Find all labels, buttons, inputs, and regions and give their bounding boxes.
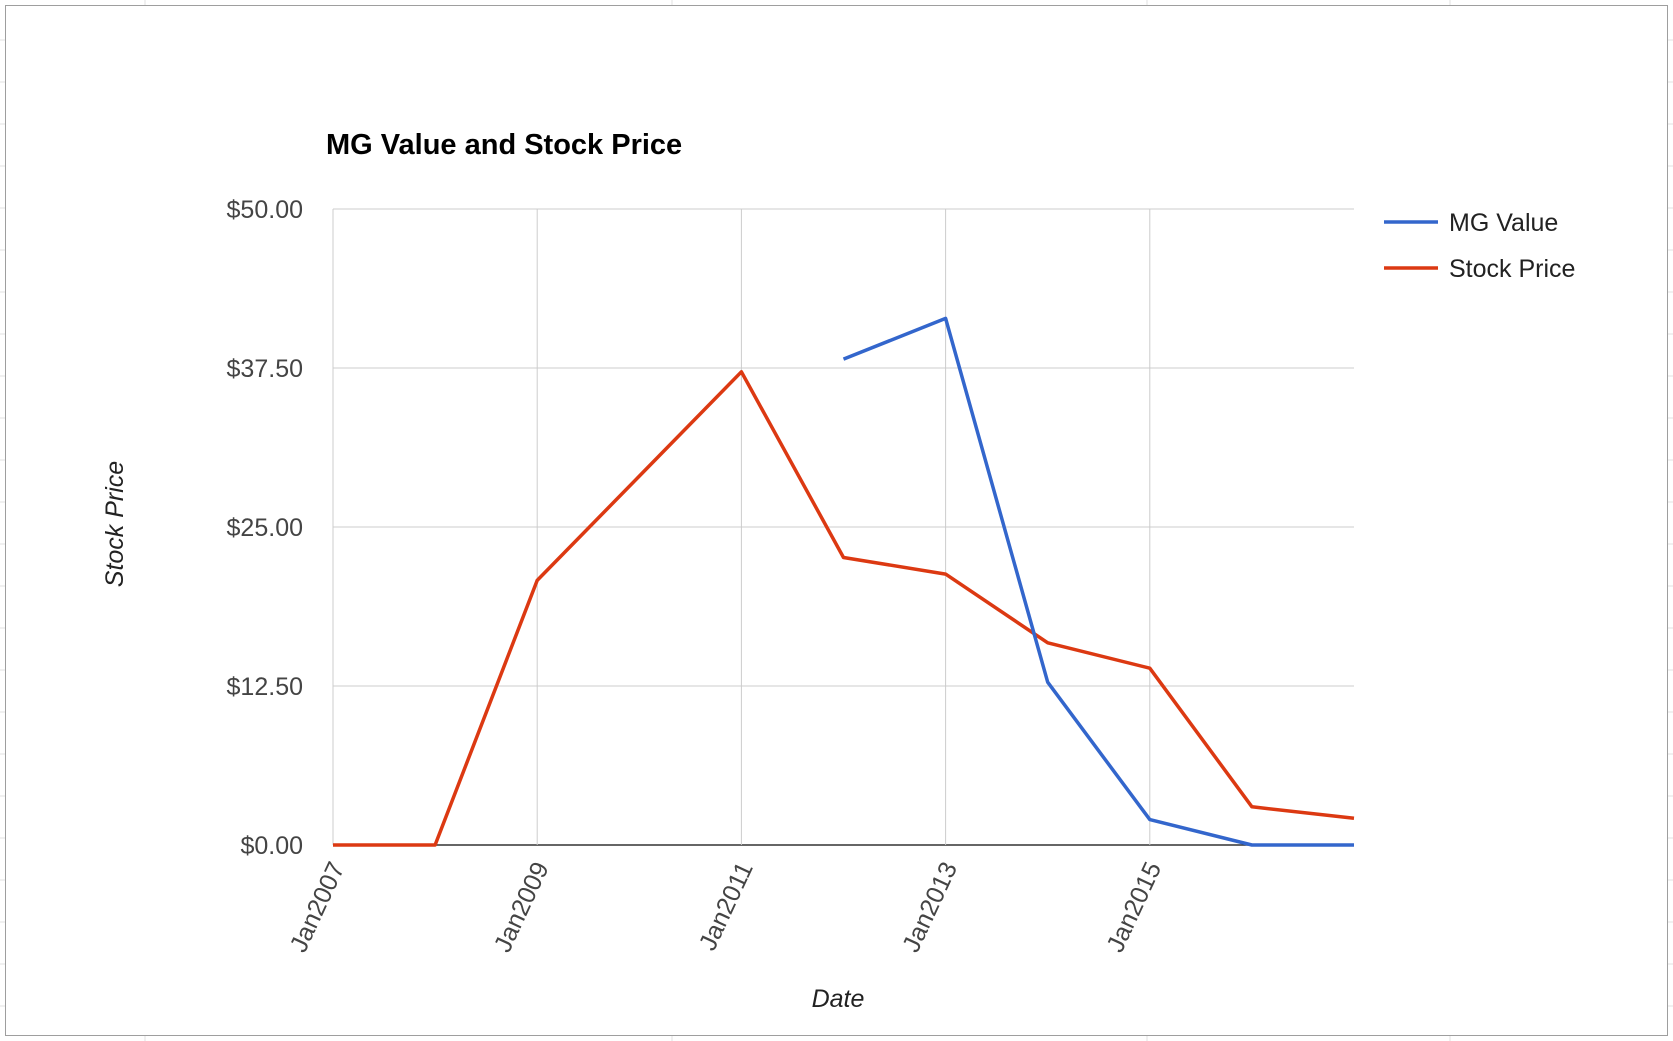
x-tick-label: Jan2009	[489, 858, 555, 957]
series-lines	[333, 316, 1355, 847]
chart-title: MG Value and Stock Price	[326, 129, 682, 161]
legend-label: MG Value	[1449, 209, 1558, 237]
x-tick-label: Jan2013	[897, 858, 963, 957]
series-line-mg-value	[842, 316, 1354, 847]
series-line-stock-price	[333, 370, 1355, 847]
y-tick-label: $37.50	[227, 355, 303, 383]
x-tick-label: Jan2015	[1101, 858, 1167, 957]
chart-frame[interactable]: $0.00 $12.50 $25.00 $37.50 $50.00 Jan2007 Jan…	[5, 5, 1668, 1036]
gridlines	[332, 208, 1354, 846]
x-tick-label: Jan2007	[285, 858, 351, 957]
y-axis-ticks: $0.00 $12.50 $25.00 $37.50 $50.00	[227, 196, 303, 860]
legend: MG Value Stock Price	[1384, 209, 1575, 283]
y-tick-label: $12.50	[227, 673, 303, 701]
y-tick-label: $50.00	[227, 196, 303, 224]
y-axis-title: Stock Price	[101, 461, 129, 587]
x-tick-label: Jan2011	[694, 858, 759, 955]
x-axis-ticks: Jan2007 Jan2009 Jan2011 Jan2013 Jan2015	[285, 858, 1168, 957]
legend-label: Stock Price	[1449, 255, 1575, 283]
x-axis-title: Date	[812, 985, 865, 1013]
y-tick-label: $25.00	[227, 514, 303, 542]
line-chart: $0.00$12.50$25.00$37.50$50.00 Jan2007 Jan…	[101, 129, 1575, 1013]
y-tick-label: $0.00	[240, 832, 303, 860]
